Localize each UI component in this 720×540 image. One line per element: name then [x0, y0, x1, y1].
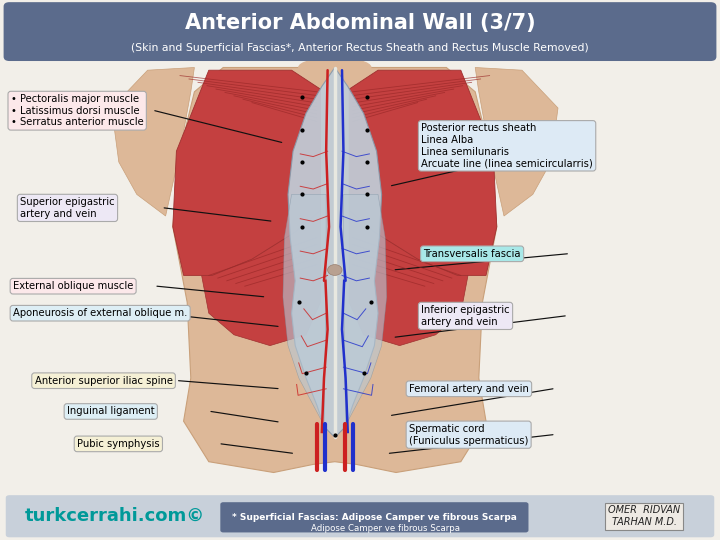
Circle shape [328, 265, 342, 275]
Text: Femoral artery and vein: Femoral artery and vein [409, 384, 528, 394]
Polygon shape [202, 211, 320, 346]
Text: (Skin and Superficial Fascias*, Anterior Rectus Sheath and Rectus Muscle Removed: (Skin and Superficial Fascias*, Anterior… [131, 43, 589, 52]
Text: Adipose Camper ve fibrous Scarpa: Adipose Camper ve fibrous Scarpa [311, 524, 459, 532]
Ellipse shape [299, 58, 371, 77]
Text: Inguinal ligament: Inguinal ligament [67, 407, 155, 416]
Polygon shape [475, 68, 558, 216]
FancyBboxPatch shape [220, 502, 528, 532]
Text: * Superficial Fascias: Adipose Camper ve fibrous Scarpa: * Superficial Fascias: Adipose Camper ve… [232, 513, 517, 522]
Polygon shape [173, 70, 320, 275]
Polygon shape [349, 211, 468, 346]
Text: External oblique muscle: External oblique muscle [13, 281, 133, 291]
FancyBboxPatch shape [6, 495, 714, 537]
Text: Spermatic cord
(Funiculus spermaticus): Spermatic cord (Funiculus spermaticus) [409, 424, 528, 446]
Polygon shape [173, 68, 497, 472]
Polygon shape [112, 68, 194, 216]
Text: OMER  RIDVAN
TARHAN M.D.: OMER RIDVAN TARHAN M.D. [608, 505, 680, 527]
Text: turkcerrahi.com©: turkcerrahi.com© [25, 507, 205, 525]
Text: Superior epigastric
artery and vein: Superior epigastric artery and vein [20, 197, 114, 219]
Text: Aponeurosis of external oblique m.: Aponeurosis of external oblique m. [13, 308, 187, 318]
Text: Inferior epigastric
artery and vein: Inferior epigastric artery and vein [421, 305, 510, 327]
Polygon shape [349, 70, 497, 275]
Text: Transversalis fascia: Transversalis fascia [423, 249, 521, 259]
Text: Anterior superior iliac spine: Anterior superior iliac spine [35, 376, 173, 386]
Polygon shape [343, 194, 387, 427]
Text: Posterior rectus sheath
Linea Alba
Linea semilunaris
Arcuate line (linea semicir: Posterior rectus sheath Linea Alba Linea… [421, 124, 593, 168]
Text: Anterior Abdominal Wall (3/7): Anterior Abdominal Wall (3/7) [185, 13, 535, 33]
Polygon shape [288, 68, 382, 437]
Text: Pubic symphysis: Pubic symphysis [77, 439, 160, 449]
Polygon shape [283, 194, 326, 427]
FancyBboxPatch shape [4, 2, 716, 61]
Text: • Pectoralis major muscle
• Latissimus dorsi muscle
• Serratus anterior muscle: • Pectoralis major muscle • Latissimus d… [11, 94, 143, 127]
